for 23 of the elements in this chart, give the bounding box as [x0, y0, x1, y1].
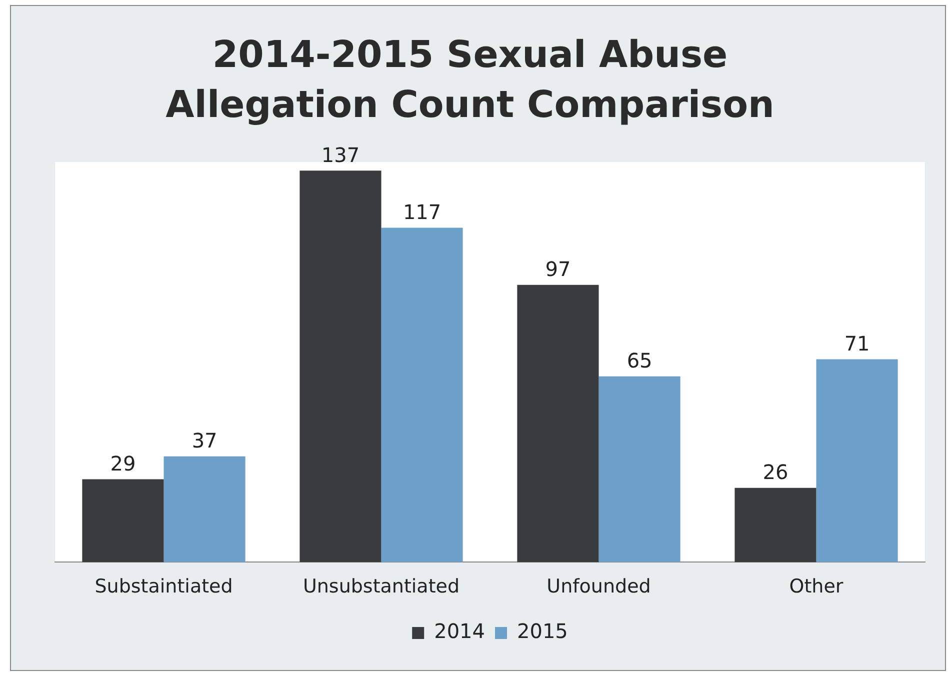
bar [300, 170, 382, 562]
data-label: 71 [844, 331, 870, 356]
data-label: 29 [110, 452, 136, 476]
legend-label: 2014 [434, 619, 486, 644]
bar [734, 488, 816, 562]
data-label: 137 [321, 142, 360, 167]
bar [82, 479, 164, 562]
data-label: 65 [626, 348, 652, 373]
data-label: 37 [192, 428, 218, 453]
x-tick-label: Unsubstantiated [302, 576, 460, 598]
chart-title: 2014-2015 Sexual Abuse Allegation Count Comparison [164, 32, 776, 128]
data-label: 97 [545, 257, 571, 282]
data-label: 117 [402, 200, 442, 224]
data-label: 26 [762, 460, 788, 484]
legend-label: 2015 [517, 619, 568, 644]
x-tick-label: Unfounded [546, 576, 651, 598]
bar [816, 359, 898, 562]
bar [598, 376, 680, 562]
x-tick-label: Other [789, 576, 844, 598]
bar [381, 228, 463, 562]
bar [164, 456, 246, 562]
x-tick-label: Substaintiated [94, 576, 233, 598]
bar [517, 284, 599, 562]
